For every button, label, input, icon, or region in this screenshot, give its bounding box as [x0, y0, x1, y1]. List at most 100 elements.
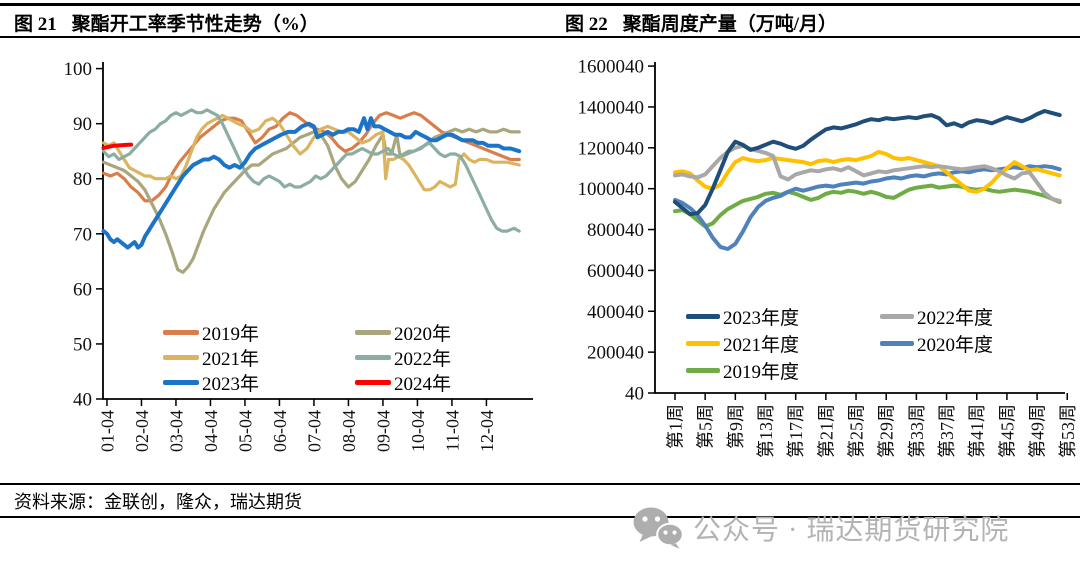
legend-swatch — [686, 314, 720, 319]
legend-item-2020年: 2020年 — [355, 320, 451, 345]
y-tick-label: 70 — [73, 224, 92, 245]
figure-21-title: 图 21 聚酯开工率季节性走势（%） — [14, 9, 319, 36]
x-tick-label: 第5周 — [696, 404, 716, 449]
legend-label: 2024年 — [394, 374, 452, 395]
x-tick-label: 第25周 — [847, 404, 867, 458]
legend-label: 2023年 — [202, 374, 260, 395]
y-tick-label: 1200040 — [578, 138, 645, 159]
watermark-text: 公众号 · 瑞达期货研究院 — [693, 515, 1010, 546]
y-tick-label: 600040 — [587, 261, 644, 282]
legend-swatch — [163, 330, 199, 335]
x-tick-label: 第9周 — [726, 404, 746, 449]
operating-rate-legend: 2019年 2020年 2021年 2022年 2023年 2024年 — [163, 320, 451, 395]
x-tick-label: 03-04 — [166, 410, 186, 452]
x-tick-label: 第21周 — [816, 404, 836, 458]
figure-22-title: 图 22 聚酯周度产量（万吨/月） — [565, 9, 837, 36]
series-line-2024年 — [101, 142, 134, 150]
legend-item-2020年度: 2020年度 — [880, 330, 993, 357]
legend-item-2021年度: 2021年度 — [686, 330, 880, 357]
y-tick-label: 1600040 — [578, 57, 645, 78]
x-tick-label: 12-04 — [477, 410, 497, 452]
legend-item-2023年: 2023年 — [163, 370, 355, 395]
y-tick-label: 1000040 — [578, 179, 645, 200]
legend-label: 2020年度 — [917, 335, 994, 356]
top-divider — [0, 3, 1080, 6]
x-tick-label: 第29周 — [877, 404, 897, 458]
y-tick-label: 200040 — [587, 343, 644, 364]
legend-label: 2023年度 — [723, 308, 800, 329]
operating-rate-chart: 40 50 60 70 80 90 100 01-04 02-04 03-04 04-04 05-04… — [64, 59, 533, 452]
footer-divider-top — [0, 483, 1080, 485]
legend-label: 2022年 — [394, 349, 452, 370]
legend-label: 2021年 — [202, 349, 260, 370]
x-tick-label: 05-04 — [235, 410, 255, 452]
legend-swatch — [163, 380, 199, 385]
legend-label: 2020年 — [394, 324, 452, 345]
wechat-icon — [633, 507, 684, 549]
series-line-2020年 — [101, 127, 521, 274]
x-tick-label: 09-04 — [373, 410, 393, 452]
figure-21-label: 图 21 — [14, 14, 57, 35]
y-tick-label: 50 — [73, 334, 92, 355]
x-tick-label: 07-04 — [304, 410, 324, 452]
x-tick-label: 第1周 — [665, 404, 685, 449]
y-tick-label: 40 — [73, 390, 92, 411]
y-tick-label: 80 — [73, 169, 92, 190]
legend-label: 2022年度 — [917, 308, 994, 329]
legend-swatch — [686, 341, 720, 346]
x-tick-label: 02-04 — [132, 410, 152, 452]
series-line-2021年度 — [673, 149, 1062, 194]
x-tick-label: 第45周 — [997, 404, 1017, 458]
x-tick-label: 10-04 — [408, 410, 428, 452]
y-tick-label: 400040 — [587, 302, 644, 323]
x-tick-label: 08-04 — [339, 410, 359, 452]
y-tick-label: 1400040 — [578, 97, 645, 118]
x-tick-label: 01-04 — [97, 410, 117, 452]
x-tick-label: 第13周 — [756, 404, 776, 458]
x-tick-label: 11-04 — [442, 410, 462, 451]
series-line-2023年 — [101, 116, 522, 250]
legend-swatch — [686, 368, 720, 373]
legend-swatch — [355, 380, 391, 385]
legend-item-2021年: 2021年 — [163, 345, 355, 370]
legend-item-2019年度: 2019年度 — [686, 357, 880, 384]
legend-swatch — [880, 341, 914, 346]
x-tick-label: 第33周 — [907, 404, 927, 458]
series-line-2019年度 — [673, 183, 1062, 229]
x-tick-label: 第17周 — [786, 404, 806, 458]
watermark: 公众号 · 瑞达期货研究院 — [632, 500, 1009, 556]
legend-label: 2019年 — [202, 324, 260, 345]
legend-swatch — [355, 330, 391, 335]
legend-swatch — [355, 355, 391, 360]
figure-21-name: 聚酯开工率季节性走势（%） — [71, 14, 319, 35]
x-tick-label: 第37周 — [937, 404, 957, 458]
y-tick-label: 90 — [73, 114, 92, 135]
weekly-output-chart: 40 200040 400040 600040 800040 1000040 1200040… — [578, 57, 1078, 458]
figure-22-label: 图 22 — [565, 14, 608, 35]
legend-item-2023年度: 2023年度 — [686, 303, 880, 330]
x-tick-label: 第53周 — [1058, 404, 1078, 458]
y-tick-label: 60 — [73, 279, 92, 300]
series-line-2021年 — [101, 113, 521, 192]
weekly-output-legend: 2023年度 2022年度 2021年度 2020年度 2019年度 — [686, 303, 993, 384]
source-note: 资料来源：金联创，隆众，瑞达期货 — [14, 492, 302, 512]
legend-item-2019年: 2019年 — [163, 320, 355, 345]
x-tick-label: 04-04 — [201, 410, 221, 452]
x-tick-label: 第41周 — [967, 404, 987, 458]
legend-label: 2021年度 — [723, 335, 800, 356]
titles-divider — [0, 36, 1080, 38]
legend-label: 2019年度 — [723, 362, 800, 383]
x-tick-label: 06-04 — [270, 410, 290, 452]
legend-item-2022年度: 2022年度 — [880, 303, 993, 330]
x-tick-label: 第49周 — [1028, 404, 1048, 458]
footer-divider-bottom — [0, 516, 1080, 518]
y-tick-label: 100 — [64, 59, 93, 80]
series-line-2022年度 — [673, 143, 1062, 203]
series-line-2022年 — [101, 108, 521, 233]
figure-22-name: 聚酯周度产量（万吨/月） — [622, 14, 838, 35]
legend-item-2022年: 2022年 — [355, 345, 451, 370]
series-line-2023年度 — [673, 109, 1062, 217]
legend-swatch — [880, 314, 914, 319]
y-tick-label: 800040 — [587, 220, 644, 241]
